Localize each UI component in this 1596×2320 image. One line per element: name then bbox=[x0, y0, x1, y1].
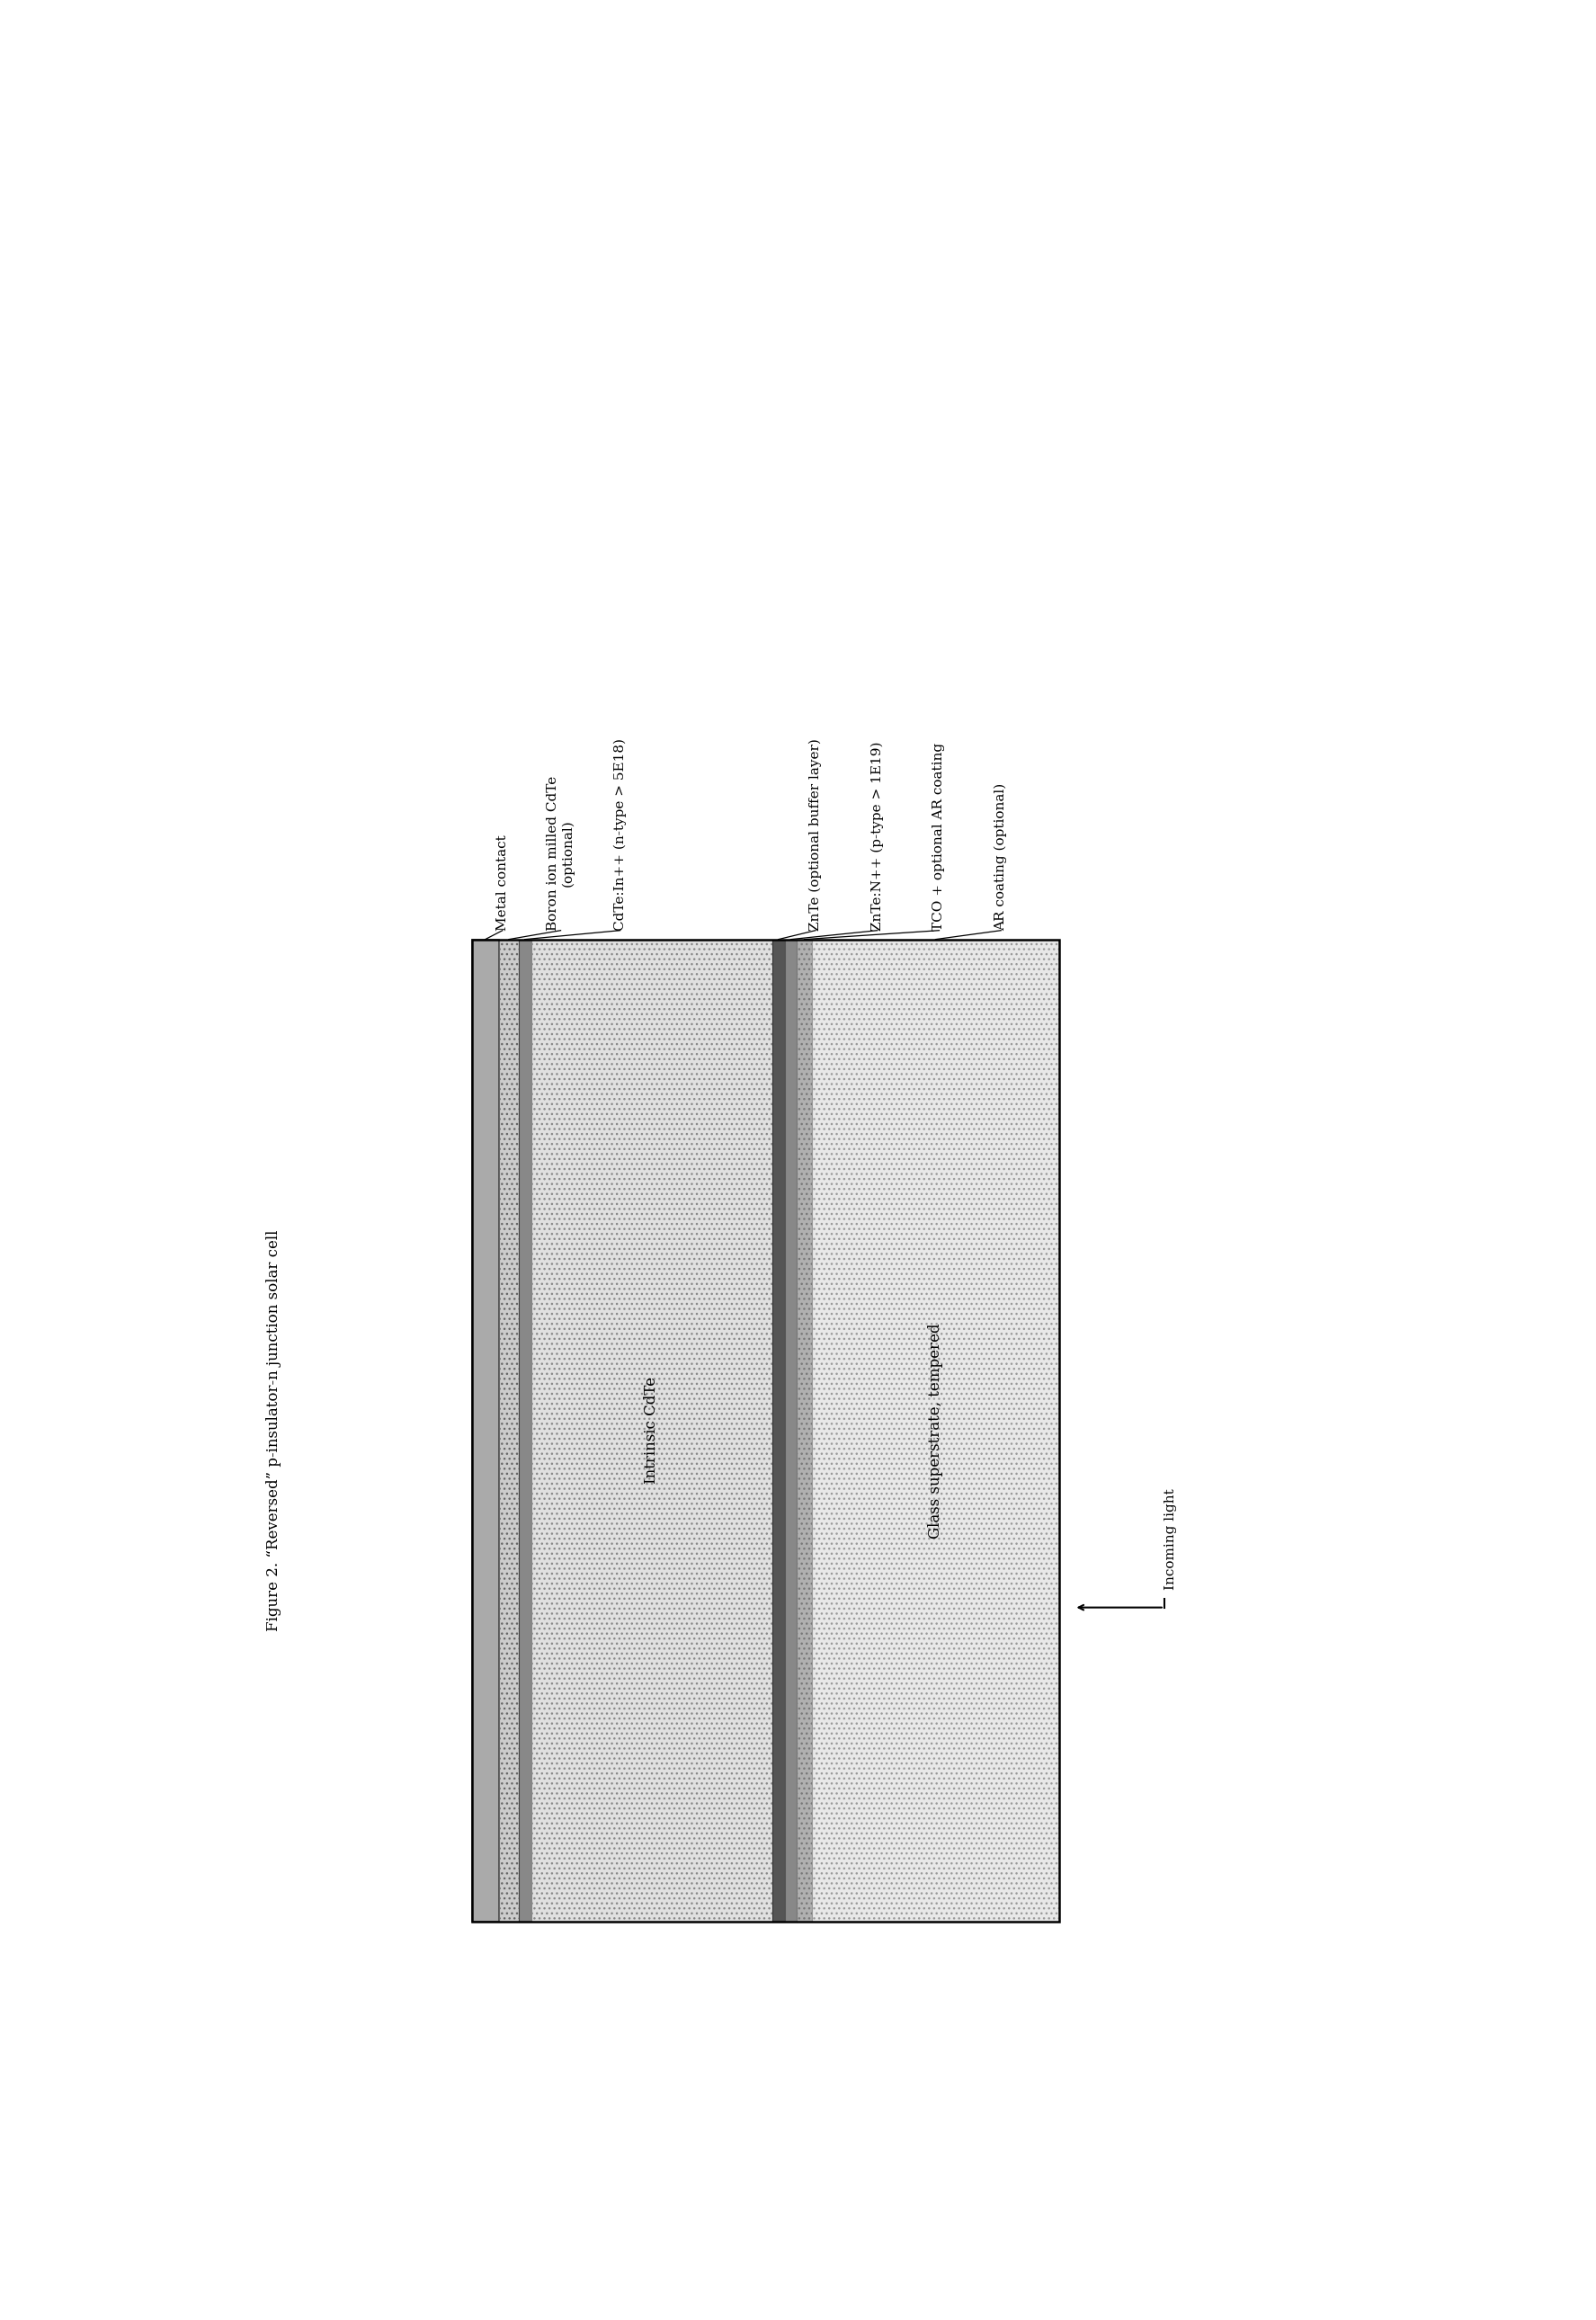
Text: Boron ion milled CdTe
(optional): Boron ion milled CdTe (optional) bbox=[547, 775, 575, 930]
Text: ZnTe (optional buffer layer): ZnTe (optional buffer layer) bbox=[809, 738, 822, 930]
Text: Intrinsic CdTe: Intrinsic CdTe bbox=[643, 1378, 659, 1485]
Text: CdTe:In++ (n-type > 5E18): CdTe:In++ (n-type > 5E18) bbox=[613, 738, 627, 930]
Text: Metal contact: Metal contact bbox=[496, 835, 509, 930]
Bar bbox=[472, 940, 500, 1921]
Text: Incoming light: Incoming light bbox=[1163, 1487, 1176, 1589]
Bar bbox=[531, 940, 772, 1921]
Text: AR coating (optional): AR coating (optional) bbox=[994, 782, 1007, 930]
Bar bbox=[796, 940, 812, 1921]
Text: TCO + optional AR coating: TCO + optional AR coating bbox=[934, 742, 945, 930]
Bar bbox=[472, 940, 1060, 1921]
Bar bbox=[785, 940, 796, 1921]
Bar bbox=[772, 940, 785, 1921]
Text: Figure 2. “Reversed” p-insulator-n junction solar cell: Figure 2. “Reversed” p-insulator-n junct… bbox=[267, 1230, 281, 1631]
Bar bbox=[500, 940, 519, 1921]
Text: Glass superstrate, tempered: Glass superstrate, tempered bbox=[927, 1322, 943, 1538]
Text: ZnTe:N++ (p-type > 1E19): ZnTe:N++ (p-type > 1E19) bbox=[871, 740, 884, 930]
Bar bbox=[812, 940, 1060, 1921]
Bar bbox=[519, 940, 531, 1921]
